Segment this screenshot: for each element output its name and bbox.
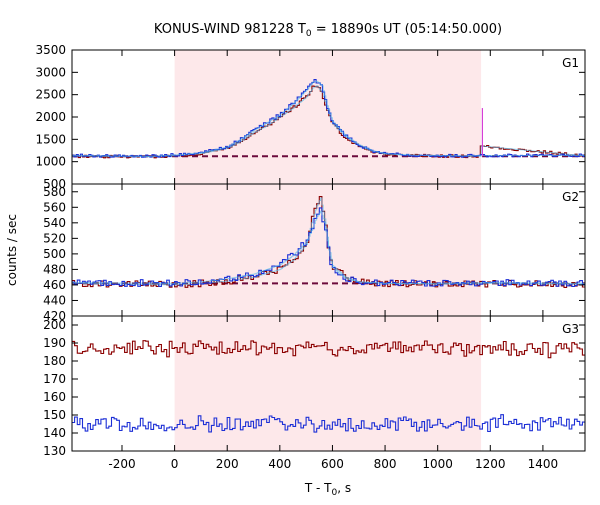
g3-series-blue bbox=[72, 414, 585, 433]
g2-y-tick-label: 420 bbox=[43, 309, 66, 323]
g1-y-tick-label: 3000 bbox=[35, 65, 66, 79]
x-tick-label: -200 bbox=[108, 457, 135, 471]
g2-y-tick-label: 520 bbox=[43, 231, 66, 245]
g1-model-blue bbox=[72, 80, 585, 157]
x-tick-label: 800 bbox=[374, 457, 397, 471]
g3-y-tick-label: 170 bbox=[43, 372, 66, 386]
x-tick-label: 200 bbox=[216, 457, 239, 471]
g3-y-tick-label: 200 bbox=[43, 318, 66, 332]
g1-y-tick-label: 3500 bbox=[35, 43, 66, 57]
y-axis-title: counts / sec bbox=[5, 214, 19, 286]
g2-y-tick-label: 440 bbox=[43, 293, 66, 307]
g1-y-tick-label: 2500 bbox=[35, 88, 66, 102]
chart-title: KONUS-WIND 981228 T0 = 18890s UT (05:14:… bbox=[154, 22, 502, 39]
g3-y-tick-label: 140 bbox=[43, 426, 66, 440]
g3-panel-label: G3 bbox=[562, 322, 579, 336]
g3-y-tick-label: 150 bbox=[43, 408, 66, 422]
g2-model-blue bbox=[72, 210, 585, 284]
highlight-interval bbox=[174, 50, 482, 451]
g3-series-red bbox=[72, 340, 585, 359]
g3-y-tick-label: 190 bbox=[43, 336, 66, 350]
g2-y-tick-label: 560 bbox=[43, 200, 66, 214]
g2-y-tick-label: 500 bbox=[43, 247, 66, 261]
x-axis-title: T - T0, s bbox=[304, 481, 351, 498]
g3-y-tick-label: 160 bbox=[43, 390, 66, 404]
x-tick-label: 0 bbox=[171, 457, 179, 471]
g2-series-blue bbox=[72, 207, 585, 288]
g2-y-tick-label: 480 bbox=[43, 262, 66, 276]
g3-y-tick-label: 180 bbox=[43, 354, 66, 368]
g1-y-tick-label: 1000 bbox=[35, 155, 66, 169]
g1-y-tick-label: 500 bbox=[43, 177, 66, 191]
g1-y-tick-label: 1500 bbox=[35, 132, 66, 146]
x-tick-label: 600 bbox=[321, 457, 344, 471]
plot-layer: 500100015002000250030003500G142044046048… bbox=[35, 43, 586, 471]
x-tick-label: 400 bbox=[268, 457, 291, 471]
x-tick-label: 1000 bbox=[422, 457, 453, 471]
g2-y-tick-label: 540 bbox=[43, 216, 66, 230]
g3-y-tick-label: 130 bbox=[43, 444, 66, 458]
x-tick-label: 1200 bbox=[475, 457, 506, 471]
g2-y-tick-label: 460 bbox=[43, 278, 66, 292]
g1-y-tick-label: 2000 bbox=[35, 110, 66, 124]
g3-frame bbox=[71, 315, 586, 452]
g2-y-tick-label: 580 bbox=[43, 185, 66, 199]
x-tick-label: 1400 bbox=[528, 457, 559, 471]
g1-panel-label: G1 bbox=[562, 56, 579, 70]
g2-panel-label: G2 bbox=[562, 190, 579, 204]
